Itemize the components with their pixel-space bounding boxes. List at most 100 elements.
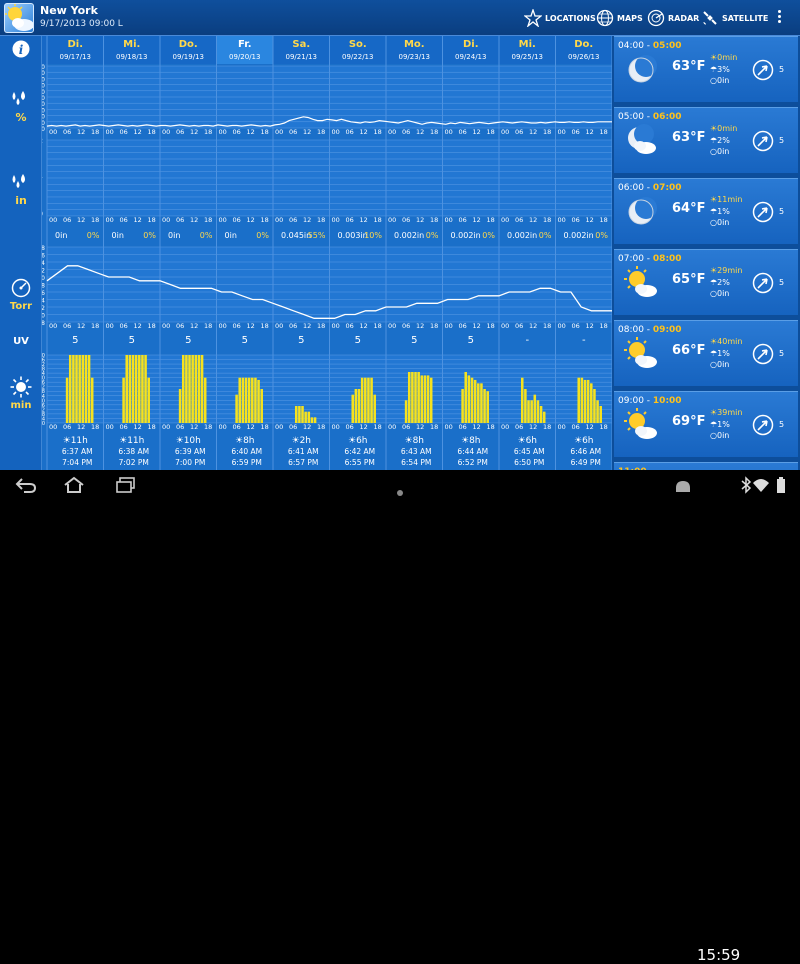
hour-tick-label: 00 bbox=[106, 216, 114, 224]
hour-tick-label: 18 bbox=[261, 322, 269, 330]
row-labels-column: i % in Torr UV min bbox=[0, 36, 42, 470]
uv-index: - bbox=[582, 335, 586, 346]
hourly-forecast-card[interactable]: 08:00 - 09:00 66°F ☀40min ☂1% ○0in 5 bbox=[614, 320, 798, 386]
maps-label: MAPS bbox=[617, 13, 643, 23]
hourly-forecast-card[interactable]: 06:00 - 07:00 64°F ☀11min ☂1% ○0in 5 bbox=[614, 178, 798, 244]
night-moon-icon bbox=[624, 195, 658, 229]
sunshine-bar bbox=[473, 379, 477, 423]
sunrise-time: 6:41 AM bbox=[288, 447, 319, 456]
hour-tick-label: 06 bbox=[346, 128, 354, 136]
forecast-grid[interactable]: 1009080706050403020100210778776774772770… bbox=[42, 36, 612, 470]
hour-tick-label: 18 bbox=[261, 128, 269, 136]
torr-unit: Torr bbox=[9, 301, 33, 312]
hour-tick-label: 18 bbox=[430, 423, 438, 431]
hour-precip-chance: ☂2% bbox=[710, 136, 730, 145]
hour-tick-label: 18 bbox=[430, 216, 438, 224]
hour-tick-label: 00 bbox=[219, 128, 227, 136]
hour-tick-label: 12 bbox=[190, 216, 198, 224]
sunshine-bar bbox=[134, 355, 138, 423]
back-icon[interactable] bbox=[14, 476, 38, 498]
percent-tick-label: 60 bbox=[42, 89, 45, 96]
sunshine-bar bbox=[586, 379, 590, 423]
hour-tick-label: 18 bbox=[204, 423, 212, 431]
hour-tick-label: 12 bbox=[529, 322, 537, 330]
sunshine-bar bbox=[194, 355, 198, 423]
sunshine-bar bbox=[144, 355, 147, 423]
sunshine-bar bbox=[536, 400, 540, 423]
sunshine-bar bbox=[68, 355, 72, 423]
sun-cloud-icon bbox=[624, 408, 658, 442]
globe-icon bbox=[596, 9, 614, 27]
hour-tick-label: 18 bbox=[91, 128, 99, 136]
hour-tick-label: 12 bbox=[303, 322, 311, 330]
day-date: 09/23/13 bbox=[399, 53, 430, 61]
sunshine-bar bbox=[294, 406, 298, 423]
sunset-time: 7:02 PM bbox=[119, 458, 149, 467]
sunshine-bar bbox=[599, 406, 602, 423]
uv-index: 5 bbox=[468, 335, 474, 346]
precip-percent: 0% bbox=[256, 231, 269, 240]
city-name[interactable]: New York bbox=[40, 4, 98, 17]
hourly-forecast-panel[interactable]: 04:00 - 05:00 63°F ☀0min ☂3% ○0in 5 05:00 - 06… bbox=[612, 36, 800, 470]
sunshine-bar bbox=[467, 375, 471, 423]
hour-tick-label: 12 bbox=[416, 216, 424, 224]
precip-percent: 55% bbox=[308, 231, 326, 240]
sunshine-bar bbox=[461, 389, 464, 423]
precip-percent: 0% bbox=[87, 231, 100, 240]
sunshine-bar bbox=[367, 377, 370, 423]
maps-button[interactable]: MAPS bbox=[596, 9, 643, 27]
recent-apps-icon[interactable] bbox=[114, 476, 138, 498]
hour-tick-label: 00 bbox=[275, 322, 283, 330]
uv-index: 5 bbox=[411, 335, 417, 346]
hour-tick-label: 18 bbox=[543, 216, 551, 224]
hour-temperature: 64°F bbox=[672, 201, 706, 216]
precip-percent: 0% bbox=[426, 231, 439, 240]
uv-index: - bbox=[525, 335, 529, 346]
minute-tick-label: 48 bbox=[42, 367, 45, 373]
uv-index: 5 bbox=[72, 335, 78, 346]
hour-temperature: 63°F bbox=[672, 130, 706, 145]
wind-speed: 5 bbox=[779, 420, 785, 429]
app-logo-icon[interactable] bbox=[4, 3, 34, 33]
overflow-menu-icon[interactable] bbox=[776, 9, 782, 27]
radar-button[interactable]: RADAR bbox=[647, 9, 699, 27]
hour-tick-label: 00 bbox=[332, 216, 340, 224]
hourly-forecast-card[interactable]: 05:00 - 06:00 63°F ☀0min ☂2% ○0in 5 bbox=[614, 107, 798, 173]
percent-tick-label: 50 bbox=[42, 95, 45, 102]
sunrise-time: 6:38 AM bbox=[118, 447, 149, 456]
hour-tick-label: 18 bbox=[600, 128, 608, 136]
hour-end: 06:00 bbox=[652, 112, 682, 122]
hour-start: 08:00 bbox=[618, 325, 644, 335]
percent-tick-label: 20 bbox=[42, 114, 45, 121]
hourly-forecast-card[interactable]: 09:00 - 10:00 69°F ☀39min ☂1% ○0in 5 bbox=[614, 391, 798, 457]
hourly-forecast-card[interactable]: 04:00 - 05:00 63°F ☀0min ☂3% ○0in 5 bbox=[614, 36, 798, 102]
precip-amount: 0.002in bbox=[451, 231, 481, 240]
sunshine-bar bbox=[351, 394, 355, 423]
radar-label: RADAR bbox=[668, 13, 700, 23]
hour-sunshine: ☀0min bbox=[710, 53, 738, 62]
uv-index: 5 bbox=[355, 335, 361, 346]
minute-tick-label: 8 bbox=[42, 412, 45, 418]
minute-tick-label: 52 bbox=[42, 362, 45, 368]
sunshine-bar bbox=[90, 377, 94, 423]
hour-sunshine: ☀0min bbox=[710, 124, 738, 133]
hourly-forecast-card[interactable]: 07:00 - 08:00 65°F ☀29min ☂2% ○0in 5 bbox=[614, 249, 798, 315]
hour-temperature: 63°F bbox=[672, 59, 706, 74]
hour-end: 10:00 bbox=[652, 396, 682, 406]
sunshine-bar bbox=[596, 400, 599, 423]
info-icon[interactable]: i bbox=[0, 40, 42, 58]
sunshine-hours: ☀8h bbox=[461, 436, 481, 446]
satellite-button[interactable]: SATELLITE bbox=[701, 9, 768, 27]
app-header: New York 9/17/2013 09:00 L LOCATIONS MAP… bbox=[0, 0, 800, 36]
sunshine-bar bbox=[131, 355, 135, 423]
day-name: Mi. bbox=[519, 39, 536, 50]
home-icon[interactable] bbox=[62, 476, 86, 498]
sunshine-bar bbox=[414, 372, 417, 423]
sunset-time: 6:59 PM bbox=[232, 458, 262, 467]
sunshine-bar bbox=[313, 417, 317, 423]
precip-amount: 0in bbox=[225, 231, 237, 240]
locations-button[interactable]: LOCATIONS bbox=[524, 9, 596, 27]
sunshine-bar bbox=[304, 411, 307, 423]
day-name: So. bbox=[349, 39, 367, 50]
hourly-forecast-card-partial[interactable]: 11:00 bbox=[614, 462, 798, 470]
